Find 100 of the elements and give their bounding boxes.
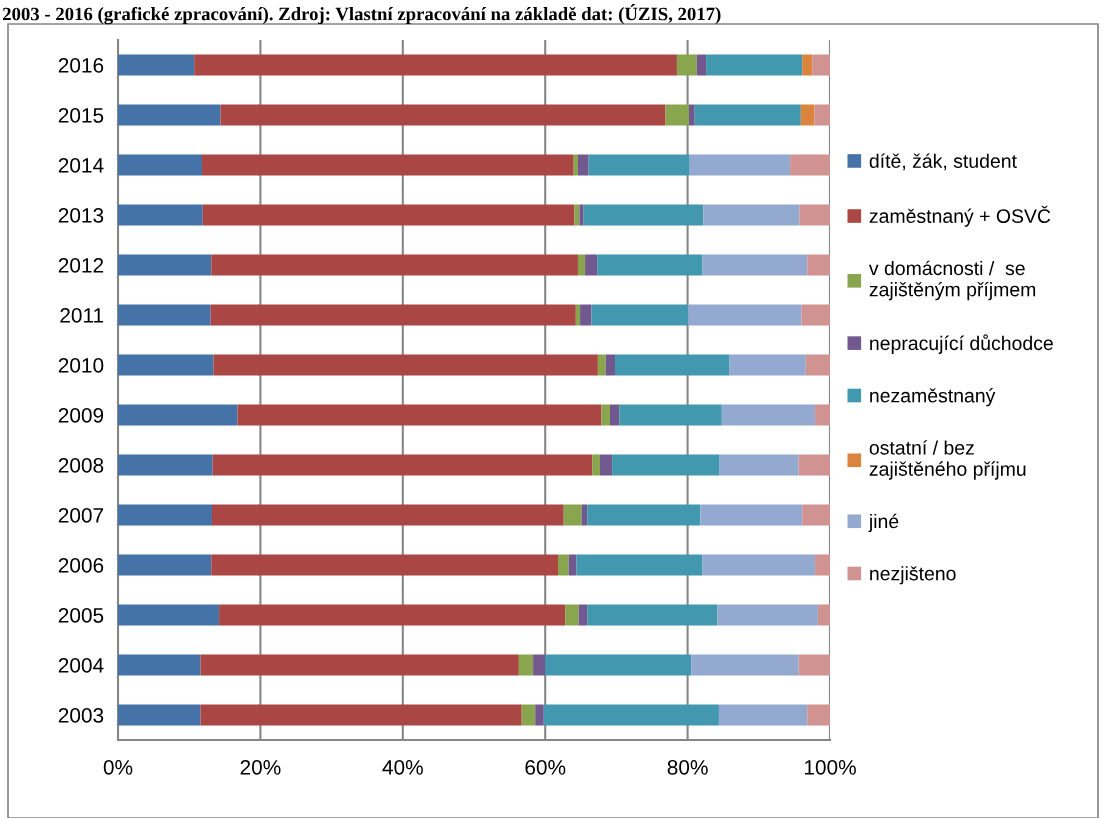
bar: [583, 204, 704, 226]
bar: [729, 354, 806, 376]
bar: [790, 154, 830, 176]
bar: [118, 704, 201, 726]
bar: [575, 304, 581, 326]
bar: [118, 654, 201, 676]
bar: [696, 54, 707, 76]
legend-label: dítě, žák, student: [869, 153, 1017, 171]
y-tick-label: 2009: [58, 408, 104, 423]
x-tick-label: 80%: [667, 759, 708, 775]
bar: [563, 504, 582, 526]
y-tick-label: 2013: [58, 208, 104, 223]
bar: [614, 354, 730, 376]
bar: [587, 504, 701, 526]
bar: [801, 304, 830, 326]
bar: [518, 654, 534, 676]
bar: [565, 604, 579, 626]
bar: [118, 54, 195, 76]
y-tick-label: 2014: [58, 158, 104, 173]
bar: [579, 204, 584, 226]
legend-label: nepracující důchodce: [870, 334, 1053, 354]
bar: [807, 254, 830, 276]
bar: [118, 504, 212, 526]
bar: [802, 54, 813, 76]
y-tick-label: 2010: [58, 358, 104, 373]
bar: [574, 204, 580, 226]
bar: [202, 204, 575, 226]
bar: [802, 504, 830, 526]
bar: [597, 254, 703, 276]
bar: [703, 204, 800, 226]
y-tick-label: 2007: [58, 508, 104, 523]
bar: [577, 254, 586, 276]
y-tick-label: 2008: [58, 458, 104, 473]
bar: [665, 104, 690, 126]
bar: [118, 354, 214, 376]
bar: [592, 454, 601, 476]
x-tick-label: 0%: [103, 759, 133, 775]
bar: [706, 54, 803, 76]
bar: [210, 304, 576, 326]
bar: [118, 554, 212, 576]
y-tick-label: 2004: [58, 658, 104, 673]
bar: [807, 704, 830, 726]
bar: [799, 204, 830, 226]
bar: [718, 704, 808, 726]
bar: [798, 454, 830, 476]
bar: [694, 104, 801, 126]
bar: [578, 604, 588, 626]
bar: [798, 654, 830, 676]
bar: [721, 404, 816, 426]
chart-title: 2003 - 2016 (grafické zpracování). Zdroj: Vlastní zpracování na základě dat: (ÚZIS, 2017): [3, 4, 721, 25]
y-tick-label: 2012: [58, 258, 104, 273]
bar: [211, 254, 578, 276]
bar: [213, 354, 598, 376]
bar: [219, 604, 566, 626]
bar: [619, 404, 722, 426]
bar: [118, 454, 213, 476]
bar: [719, 454, 799, 476]
bar: [580, 304, 592, 326]
bar: [597, 354, 606, 376]
bar: [521, 704, 536, 726]
bar: [688, 304, 802, 326]
bar: [576, 554, 703, 576]
bar: [568, 554, 577, 576]
legend-label: ostatní / bez zajištěného příjmu: [869, 440, 1026, 480]
bar: [717, 604, 818, 626]
bar: [585, 254, 598, 276]
bar: [211, 554, 559, 576]
y-tick-label: 2003: [58, 708, 104, 723]
bar: [543, 704, 719, 726]
y-tick-label: 2006: [58, 558, 104, 573]
bar: [200, 654, 519, 676]
bar: [118, 204, 203, 226]
bar: [600, 454, 613, 476]
y-tick-label: 2016: [58, 58, 104, 73]
legend-label: nezaměstnaný: [870, 388, 996, 407]
x-tick-label: 100%: [804, 759, 856, 775]
bar: [612, 454, 720, 476]
legend-label: zaměstnaný + OSVČ: [869, 205, 1051, 227]
bar: [533, 654, 546, 676]
bar: [591, 304, 689, 326]
bar: [689, 154, 791, 176]
bar: [702, 554, 816, 576]
bar: [812, 54, 830, 76]
bar: [118, 304, 211, 326]
y-tick-label: 2005: [58, 608, 104, 623]
bar: [202, 154, 574, 176]
bar: [118, 254, 212, 276]
bar: [535, 704, 544, 726]
bar: [588, 154, 690, 176]
x-tick-label: 60%: [525, 759, 566, 775]
bar: [702, 254, 808, 276]
bar: [691, 654, 799, 676]
y-tick-label: 2011: [60, 308, 104, 323]
bar: [118, 154, 203, 176]
bar: [605, 354, 615, 376]
bar: [815, 554, 830, 576]
bar: [815, 404, 830, 426]
bar: [601, 404, 610, 426]
bar: [237, 404, 602, 426]
bar: [609, 404, 620, 426]
